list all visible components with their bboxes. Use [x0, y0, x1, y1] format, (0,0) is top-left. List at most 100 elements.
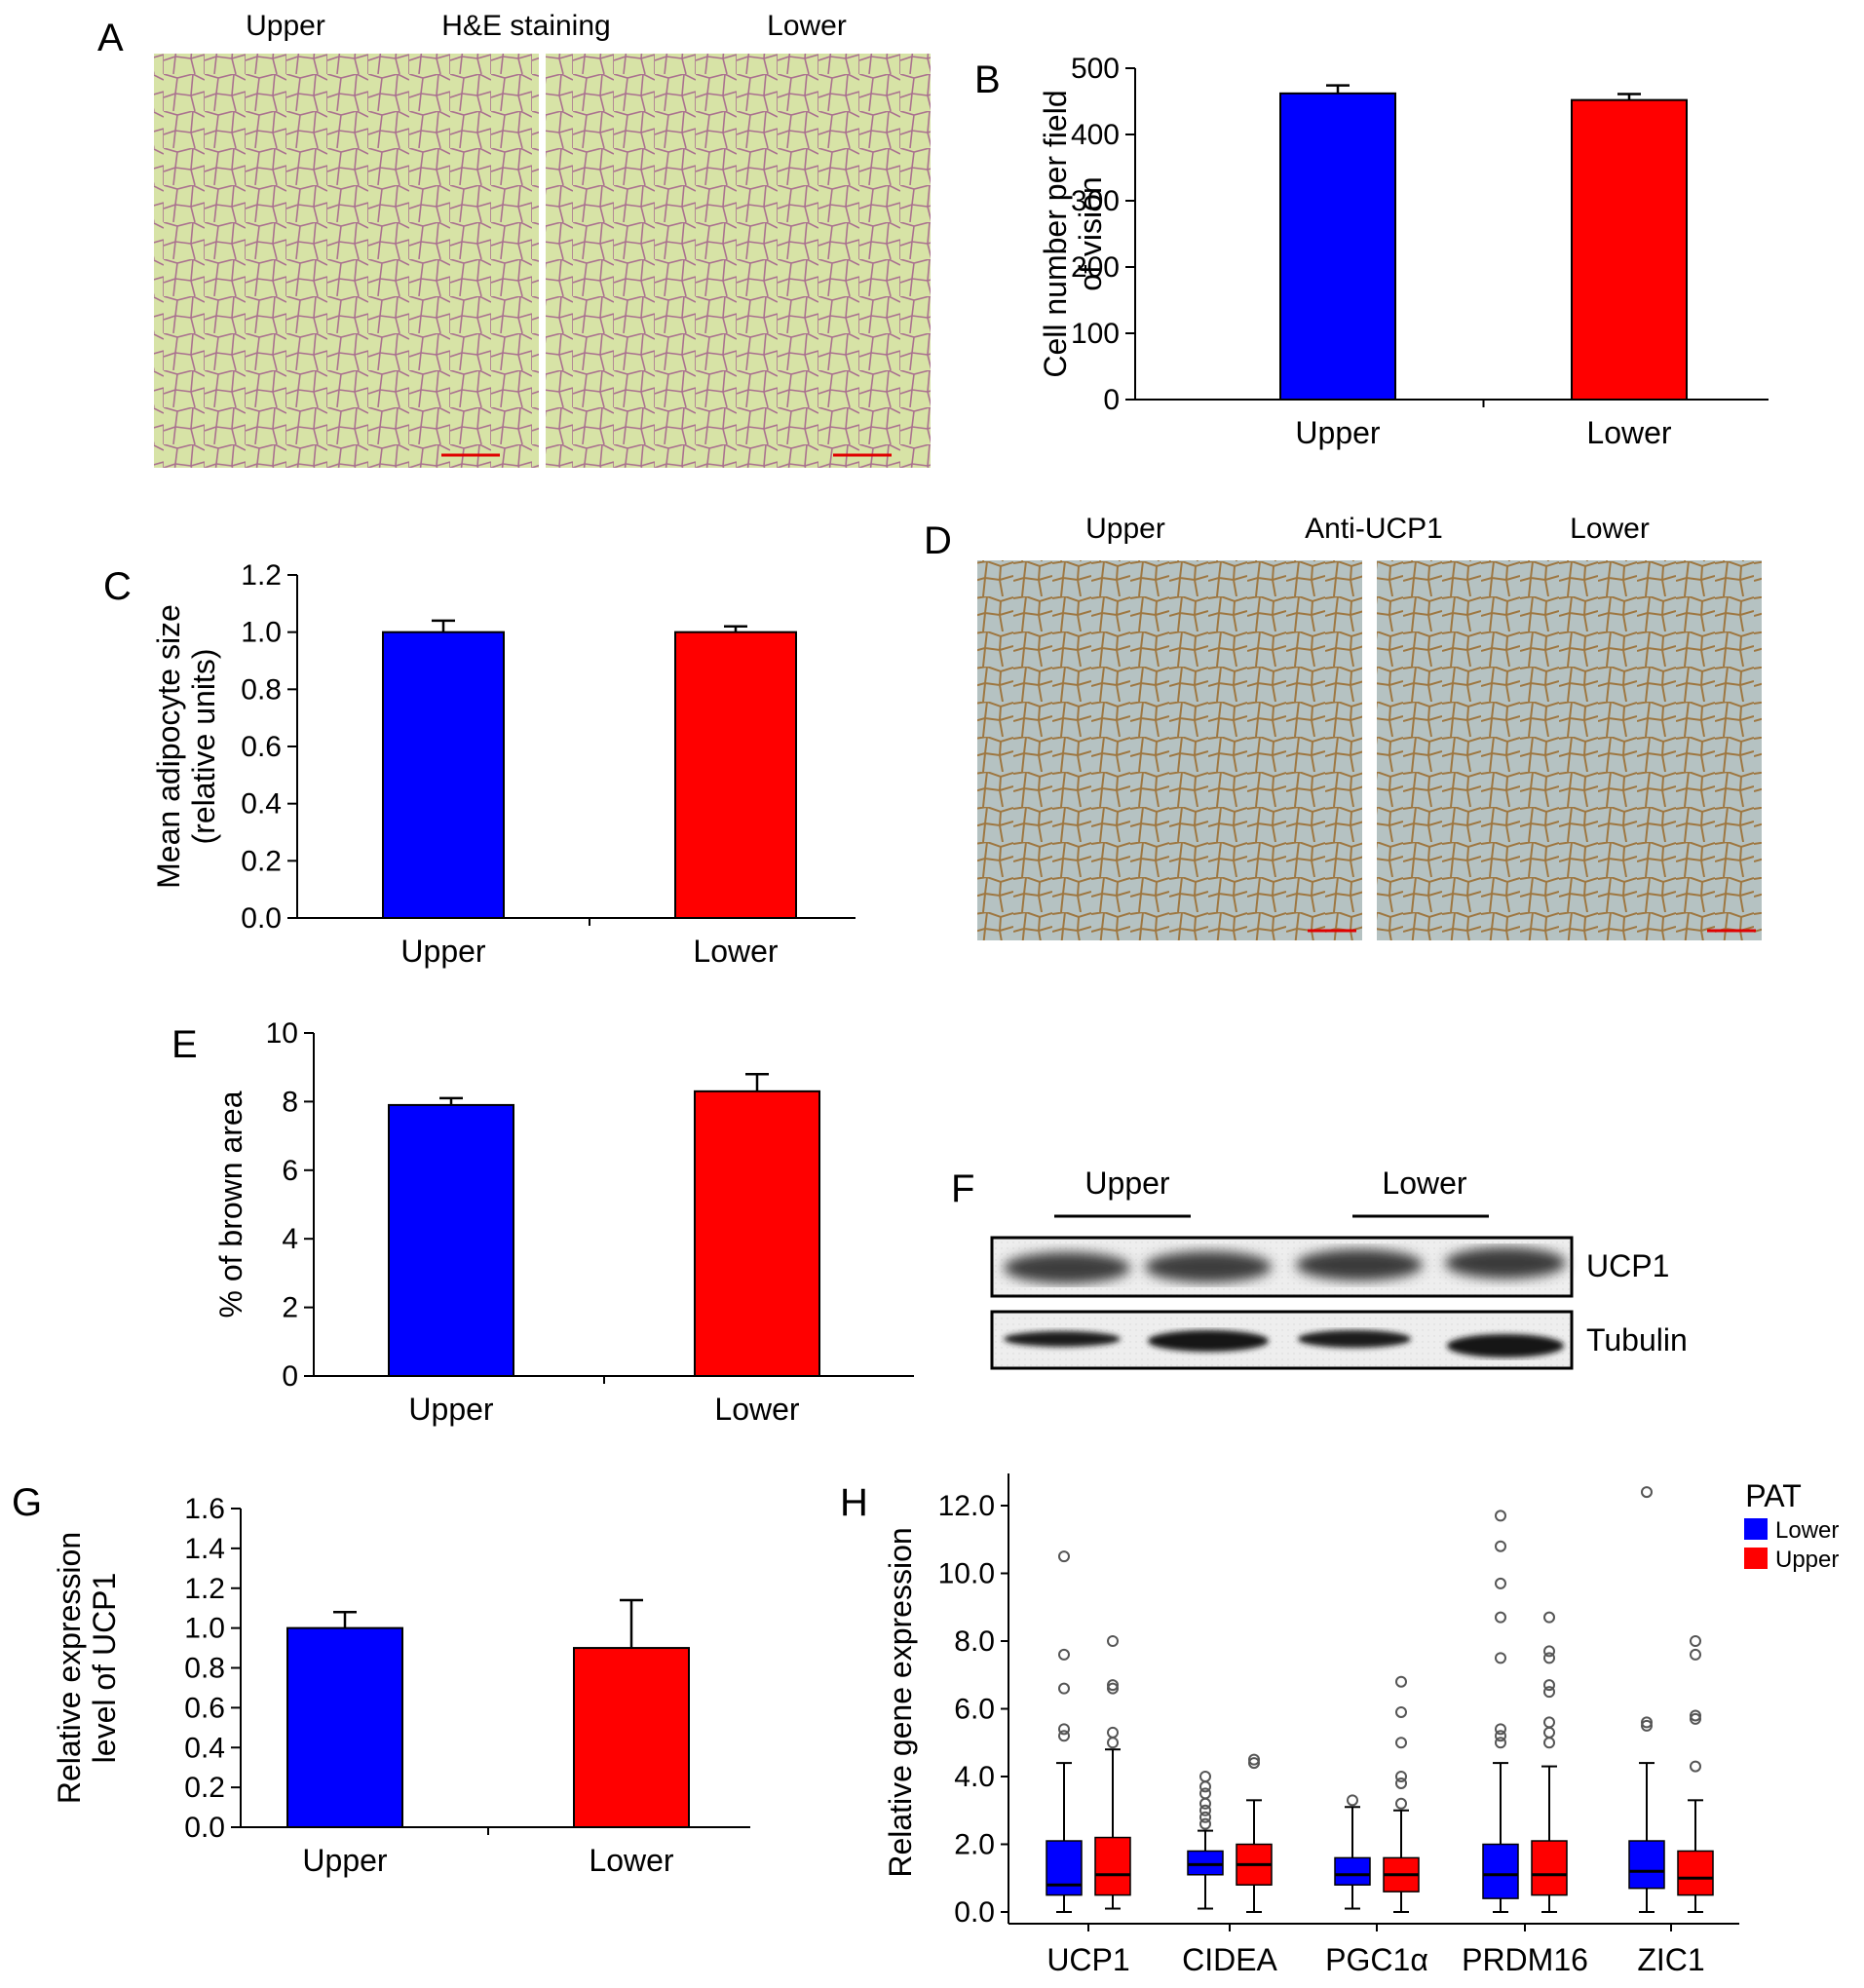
- outlier-point: [1107, 1682, 1119, 1695]
- box-lower: [1482, 1843, 1519, 1899]
- outlier-point: [1543, 1726, 1555, 1739]
- outlier-point: [1690, 1635, 1701, 1647]
- x-tick-label: Upper: [400, 934, 486, 969]
- x-tick-label: Lower: [1586, 415, 1672, 450]
- legend-swatch: [1744, 1518, 1768, 1540]
- panel-letter-a: A: [97, 17, 124, 59]
- y-axis-label-line: level of UCP1: [87, 1573, 122, 1764]
- legend-swatch: [1744, 1548, 1768, 1569]
- outlier-point: [1543, 1737, 1555, 1749]
- box-upper: [1531, 1840, 1568, 1896]
- y-tick-label: 12.0: [938, 1490, 995, 1522]
- x-tick-label: Upper: [408, 1392, 494, 1427]
- box-upper: [1094, 1836, 1131, 1896]
- y-tick-label: 200: [1071, 251, 1120, 284]
- blot-group-upper: Upper: [1084, 1166, 1170, 1201]
- blot-row-label-tubulin: Tubulin: [1586, 1322, 1688, 1357]
- outlier-point: [1199, 1817, 1211, 1830]
- outlier-point: [1495, 1730, 1506, 1742]
- bar-chart-c: 0.0 0.2 0.4 0.6 0.8 1.0 1.2 Upper Lower Mean adip…: [151, 559, 856, 969]
- y-tick-label: 4: [282, 1223, 298, 1255]
- he-image-upper: [154, 54, 539, 468]
- y-tick-label: 1.0: [184, 1613, 225, 1645]
- blot-row-label-ucp1: UCP1: [1586, 1248, 1669, 1283]
- outlier-point: [1543, 1686, 1555, 1699]
- outlier-point: [1199, 1771, 1211, 1782]
- y-axis-label: % of brown area: [213, 1090, 248, 1318]
- x-tick-label: CIDEA: [1182, 1942, 1277, 1977]
- y-axis-label-line: Mean adipocyte size: [151, 604, 186, 889]
- outlier-point: [1395, 1797, 1407, 1810]
- bar-upper: [388, 1103, 514, 1378]
- outlier-point: [1543, 1611, 1555, 1624]
- y-tick-label: 0.0: [954, 1896, 995, 1929]
- outlier-point: [1058, 1730, 1070, 1742]
- outlier-point: [1495, 1510, 1506, 1522]
- bar-chart-e: 0 2 4 6 8 10 Upper Lower % of brown area: [213, 1017, 914, 1427]
- outlier-point: [1199, 1811, 1211, 1823]
- x-tick-label: PGC1α: [1325, 1942, 1428, 1977]
- outlier-point: [1058, 1723, 1070, 1736]
- legend-label: Upper: [1775, 1547, 1839, 1573]
- y-tick-label: 2.0: [954, 1829, 995, 1861]
- outlier-point: [1058, 1682, 1070, 1695]
- outlier-point: [1107, 1737, 1119, 1749]
- outlier-point: [1395, 1675, 1407, 1688]
- outlier-point: [1495, 1611, 1506, 1624]
- box-lower: [1046, 1840, 1083, 1896]
- outlier-point: [1199, 1787, 1211, 1800]
- bar-chart-g: 0.0 0.2 0.4 0.6 0.8 1.0 1.2 1.4 1.6 Upper Lower Rel…: [52, 1493, 750, 1878]
- box-lower: [1334, 1856, 1371, 1886]
- ihc-image-lower: [1377, 560, 1762, 940]
- blot-group-lower: Lower: [1382, 1166, 1467, 1201]
- y-tick-label: 0.0: [184, 1812, 225, 1844]
- panel-letter-e: E: [171, 1023, 198, 1066]
- outlier-point: [1395, 1737, 1407, 1749]
- y-axis-label: Relative expressionlevel of UCP1: [52, 1532, 122, 1804]
- y-tick-label: 6.0: [954, 1694, 995, 1726]
- box-lower: [1628, 1840, 1665, 1890]
- y-tick-label: 2: [282, 1292, 298, 1324]
- box-upper: [1677, 1850, 1714, 1896]
- outlier-point: [1495, 1737, 1506, 1749]
- y-tick-label: 1.2: [241, 559, 282, 592]
- he-image-lower: [546, 54, 931, 468]
- y-tick-label: 0.2: [184, 1772, 225, 1804]
- outlier-point: [1395, 1777, 1407, 1789]
- bar-upper: [1279, 92, 1396, 401]
- outlier-point: [1543, 1652, 1555, 1664]
- legend-label: Lower: [1775, 1517, 1839, 1544]
- panel-d-title: Anti-UCP1: [1305, 513, 1443, 545]
- y-axis-label: Mean adipocyte size(relative units): [151, 604, 221, 889]
- outlier-point: [1495, 1723, 1506, 1736]
- y-axis-label-line: (relative units): [186, 649, 221, 845]
- y-axis-label-line: Cell number per field: [1038, 90, 1073, 377]
- panel-letter-d: D: [924, 519, 952, 562]
- y-tick-label: 10: [266, 1017, 298, 1050]
- y-tick-label: 0: [1103, 384, 1120, 416]
- panel-letter-f: F: [951, 1167, 974, 1210]
- outlier-point: [1395, 1705, 1407, 1718]
- panel-a: A Upper H&E staining Lower: [97, 10, 931, 468]
- outlier-point: [1107, 1726, 1119, 1739]
- y-tick-label: 1.2: [184, 1573, 225, 1605]
- panel-d-label-upper: Upper: [1085, 513, 1165, 545]
- y-tick-label: 6: [282, 1155, 298, 1187]
- outlier-point: [1495, 1540, 1506, 1552]
- y-tick-label: 1.6: [184, 1493, 225, 1525]
- y-axis-label-line: of vision: [1073, 176, 1108, 290]
- box-plot-h: 0.0 2.0 4.0 6.0 8.0 10.0 12.0 Relative gene exp…: [883, 1473, 1839, 1977]
- bar-lower: [694, 1090, 820, 1377]
- y-tick-label: 100: [1071, 318, 1120, 350]
- bar-lower: [674, 631, 797, 920]
- x-tick-label: UCP1: [1046, 1942, 1129, 1977]
- bar-chart-b: 0 100 200 300 400 500 Upper Lower Cell number pe…: [1038, 53, 1769, 450]
- x-tick-label: Upper: [1295, 415, 1381, 450]
- outlier-point: [1058, 1550, 1070, 1563]
- outlier-point: [1395, 1771, 1407, 1782]
- y-tick-label: 500: [1071, 53, 1120, 85]
- y-axis-label: Cell number per fieldof vision: [1038, 90, 1108, 377]
- y-axis-label-line: Relative expression: [52, 1532, 87, 1804]
- y-tick-label: 400: [1071, 119, 1120, 151]
- y-tick-label: 8: [282, 1086, 298, 1118]
